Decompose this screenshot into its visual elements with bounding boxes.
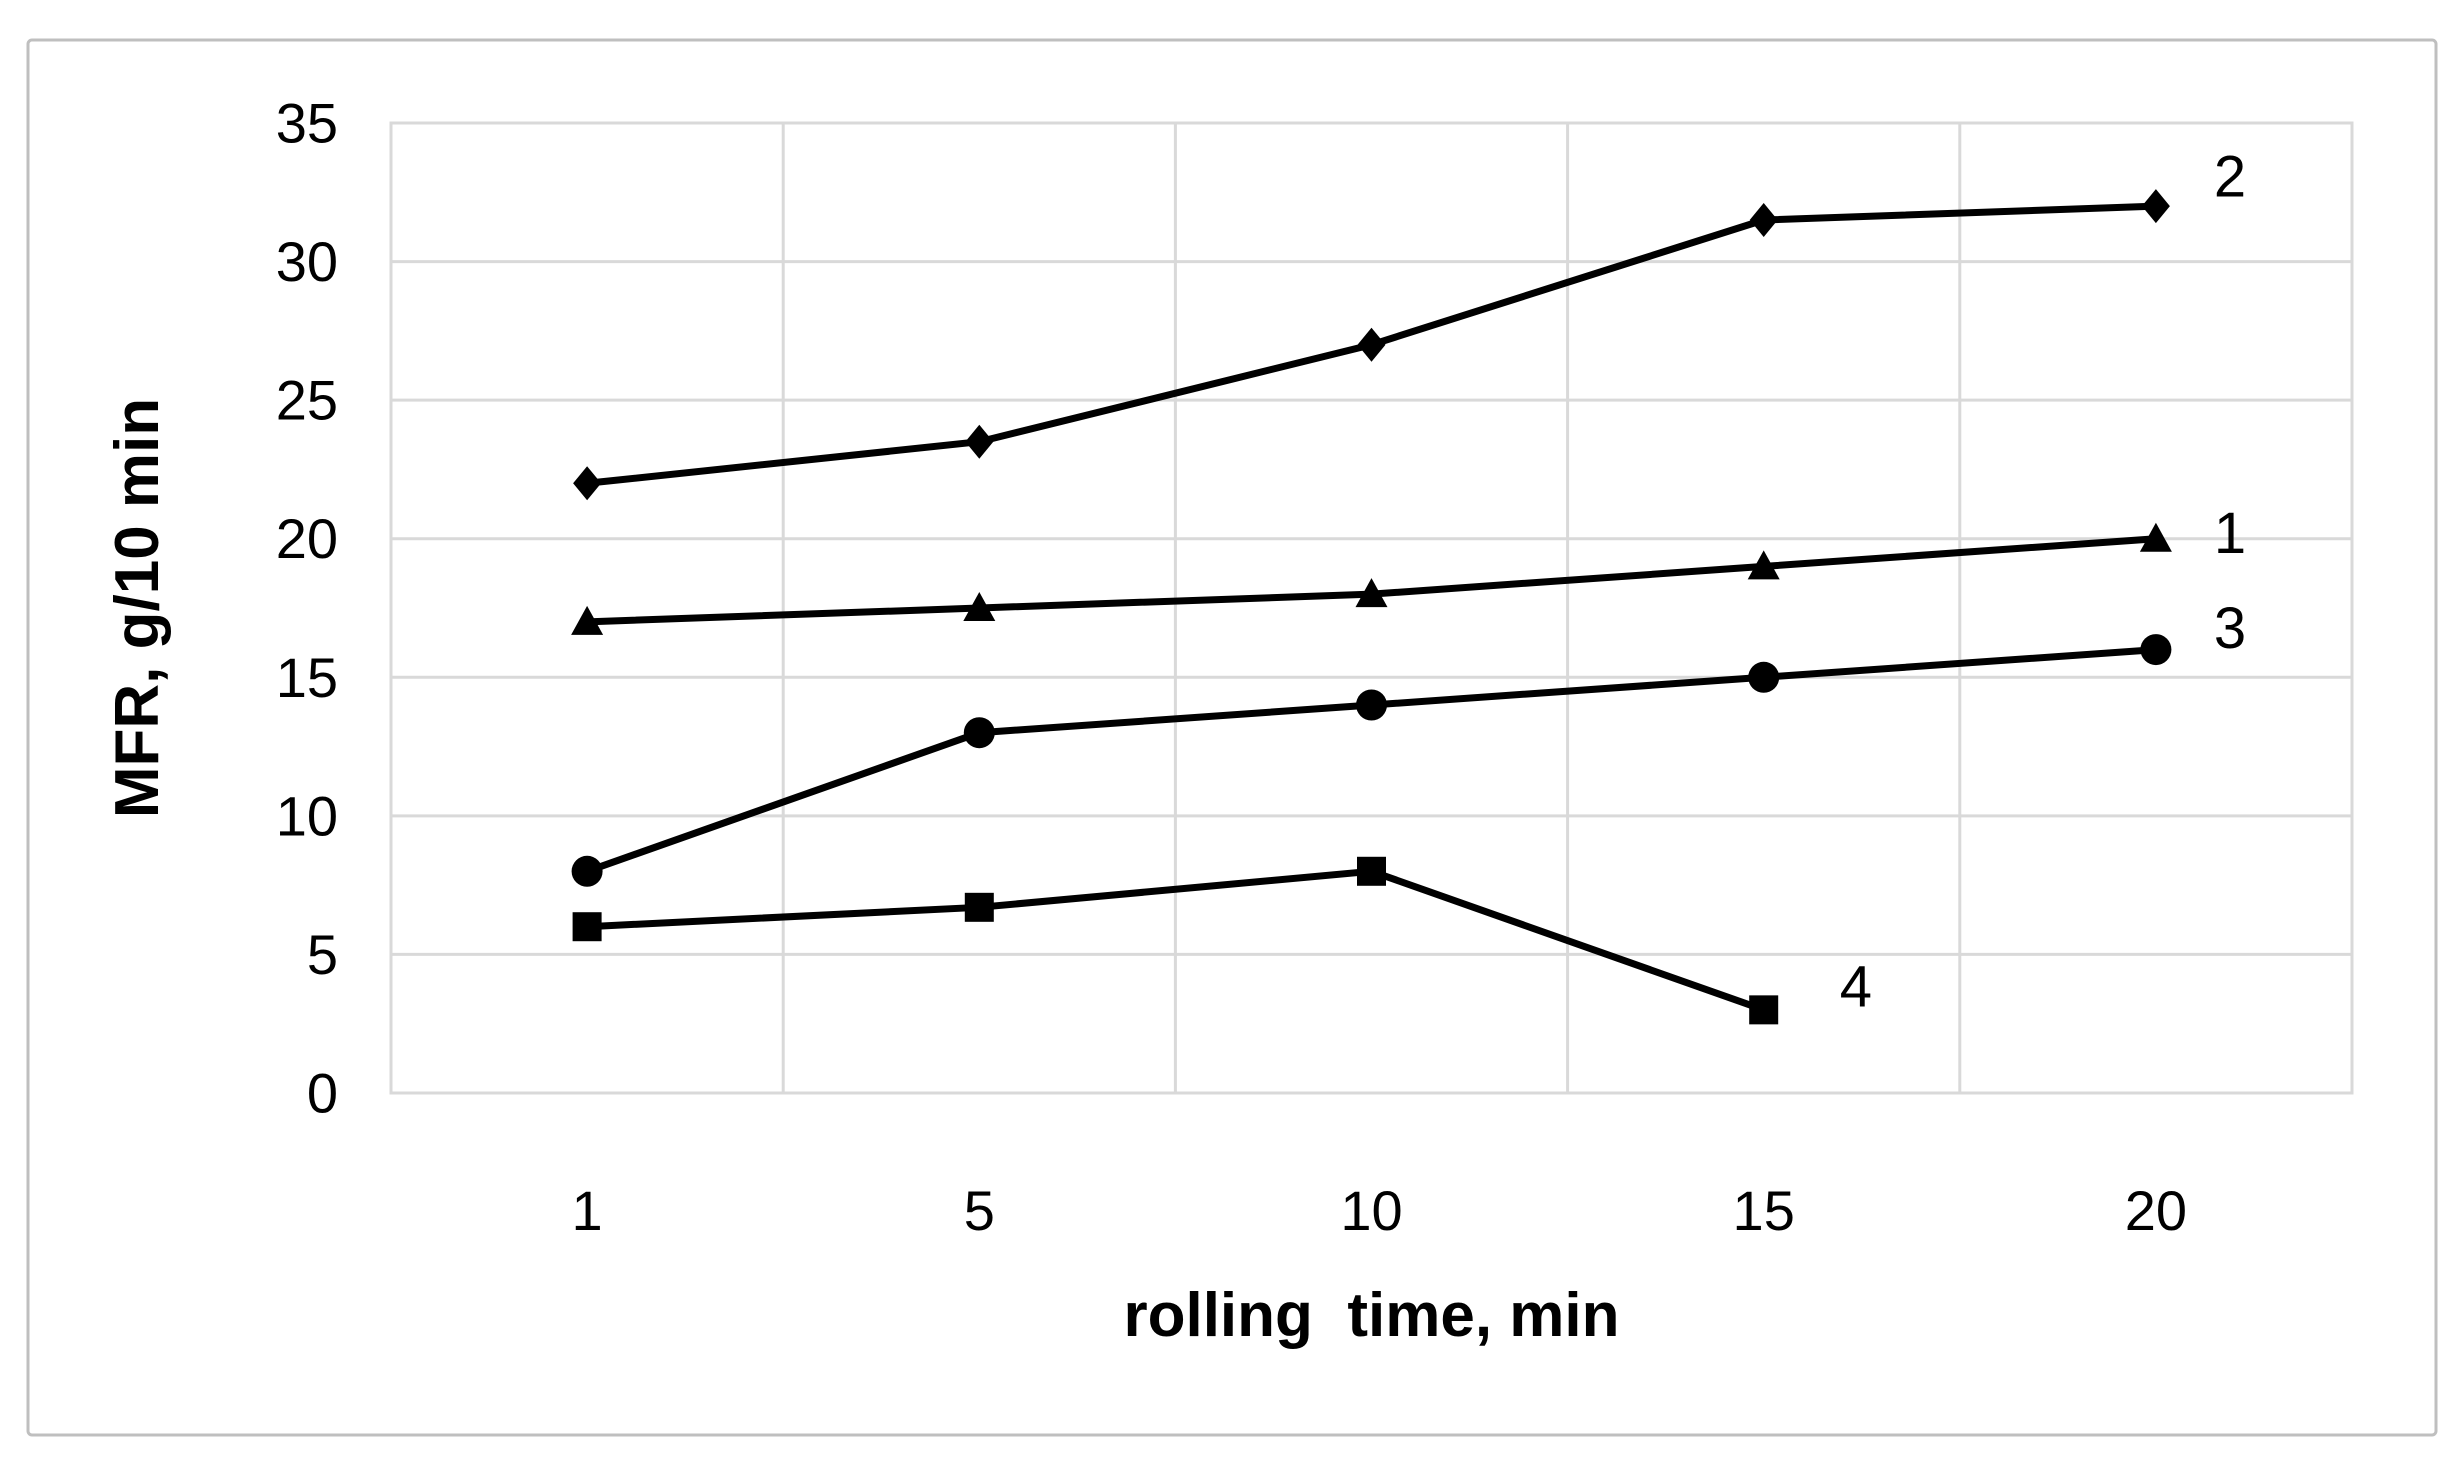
series-end-label-1: 1 [2214, 501, 2246, 566]
triangle-marker [963, 592, 996, 621]
plot-area-border [389, 121, 2354, 1095]
x-tick-label: 1 [572, 1179, 603, 1242]
y-tick-label: 5 [307, 923, 338, 986]
x-tick-label: 15 [1733, 1179, 1795, 1242]
triangle-marker [2139, 522, 2172, 552]
square-marker [1357, 856, 1386, 886]
circle-marker [571, 855, 603, 887]
y-tick-label: 35 [276, 92, 338, 155]
y-tick-label: 15 [276, 646, 338, 709]
x-tick-label: 20 [2125, 1179, 2187, 1242]
y-tick-label: 30 [276, 230, 338, 293]
triangle-marker [1747, 550, 1780, 580]
series-line-4 [583, 867, 1768, 1014]
y-tick-label: 25 [276, 369, 338, 432]
y-axis-title: MFR, g/10 min [103, 398, 172, 818]
y-tick-label: 20 [276, 507, 338, 570]
triangle-marker [1355, 578, 1388, 608]
square-marker [1749, 995, 1779, 1025]
diamond-marker [965, 424, 994, 459]
diamond-marker [2141, 189, 2170, 224]
series-end-label-4: 4 [1840, 954, 1872, 1019]
circle-marker [1748, 661, 1780, 693]
circle-marker [1356, 689, 1387, 721]
diamond-marker [1749, 203, 1778, 237]
diamond-marker [573, 466, 602, 501]
x-tick-label: 10 [1340, 1179, 1402, 1242]
square-marker [964, 892, 994, 922]
triangle-marker [571, 605, 604, 635]
series-end-label-2: 2 [2214, 145, 2246, 210]
circle-marker [2140, 634, 2172, 666]
y-tick-label: 10 [276, 784, 338, 847]
circle-marker [963, 717, 995, 749]
series-line-3 [583, 646, 2160, 875]
diamond-marker [1357, 327, 1386, 362]
figure-border [26, 38, 2438, 1437]
square-marker [572, 912, 602, 942]
x-axis-title: rolling time, min [1123, 1281, 1619, 1350]
y-tick-label: 0 [307, 1062, 338, 1125]
x-tick-label: 5 [964, 1179, 995, 1242]
series-end-label-3: 3 [2214, 596, 2246, 661]
